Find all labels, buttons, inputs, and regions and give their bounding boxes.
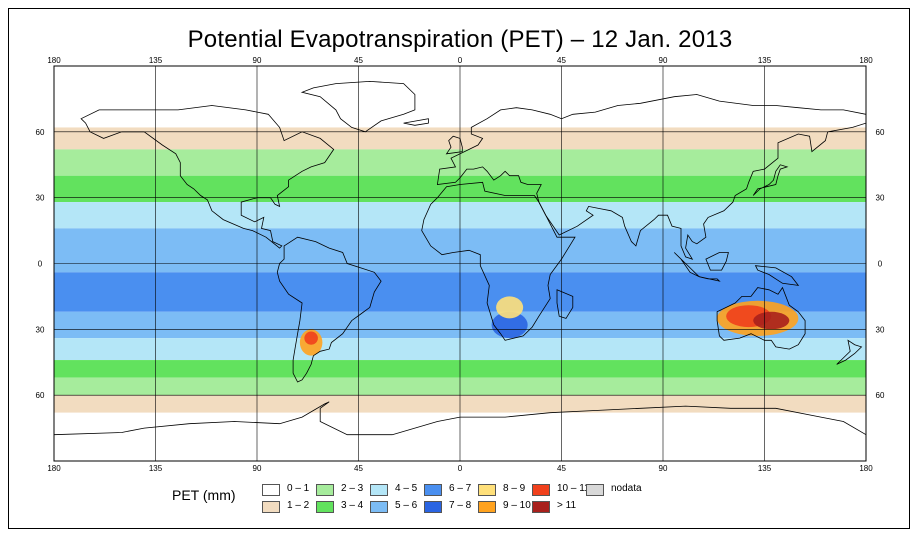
lat-tick-label: 30 [36, 325, 45, 334]
lon-ticks-top: 180 135 90 45 0 45 90 135 180 [47, 56, 873, 65]
coastline [752, 164, 789, 196]
legend-label: 10 – 11 [557, 483, 590, 494]
coastline [421, 181, 576, 341]
legend-swatch [478, 501, 496, 513]
legend-label: 6 – 7 [449, 483, 472, 494]
lat-tick-label: 30 [876, 325, 885, 334]
pet-hotspot [496, 296, 524, 319]
coastline [80, 105, 335, 249]
lon-tick-label: 90 [253, 464, 262, 473]
legend-swatch [370, 501, 388, 513]
lon-tick-label: 0 [458, 464, 463, 473]
legend-label: 4 – 5 [395, 483, 418, 494]
legend-swatch [316, 484, 334, 496]
legend-label: 9 – 10 [503, 500, 531, 511]
lon-tick-label: 135 [758, 56, 772, 65]
lat-tick-label: 30 [876, 194, 885, 203]
lat-tick-label: 60 [36, 391, 45, 400]
legend-label: 7 – 8 [449, 500, 472, 511]
legend-label: 2 – 3 [341, 483, 364, 494]
legend-label: > 11 [557, 500, 576, 511]
lon-tick-label: 45 [354, 56, 363, 65]
legend-label: 5 – 6 [395, 500, 418, 511]
lat-ticks-left: 60 30 0 30 60 [36, 128, 45, 400]
lon-tick-label: 45 [557, 56, 566, 65]
legend-label: 8 – 9 [503, 483, 526, 494]
legend-swatch [424, 484, 442, 496]
figure-frame [8, 8, 910, 529]
lon-tick-label: 180 [47, 464, 61, 473]
legend-swatch [586, 484, 604, 496]
legend-swatch [532, 501, 550, 513]
pet-hotspot [304, 331, 318, 345]
legend-label: 0 – 1 [287, 483, 310, 494]
lat-tick-label: 0 [38, 260, 43, 269]
map-title: Potential Evapotranspiration (PET) – 12 … [187, 26, 733, 53]
lat-tick-label: 60 [36, 128, 45, 137]
coastline [699, 276, 721, 282]
legend-swatch [532, 484, 550, 496]
lat-tick-label: 60 [876, 128, 885, 137]
lon-tick-label: 90 [253, 56, 262, 65]
coastline [436, 94, 866, 260]
graticule [54, 66, 866, 461]
coastline [556, 289, 574, 319]
lon-tick-label: 45 [557, 464, 566, 473]
coastline [445, 135, 463, 155]
coastline [716, 286, 806, 350]
lon-ticks-bottom: 180 135 90 45 0 45 90 135 180 [47, 464, 873, 473]
coastline [754, 265, 800, 286]
legend-label: 3 – 4 [341, 500, 364, 511]
lon-tick-label: 135 [758, 464, 772, 473]
coastline [276, 236, 382, 383]
lon-tick-label: 45 [354, 464, 363, 473]
legend-swatch [478, 484, 496, 496]
coastline [674, 252, 700, 278]
lon-tick-label: 90 [659, 464, 668, 473]
lon-tick-label: 135 [149, 464, 163, 473]
legend-swatch [424, 501, 442, 513]
lat-tick-label: 0 [878, 260, 883, 269]
pet-hotspot [753, 311, 790, 330]
coastline [836, 339, 863, 365]
lon-tick-label: 180 [859, 56, 873, 65]
lon-tick-label: 180 [47, 56, 61, 65]
lon-tick-label: 180 [859, 464, 873, 473]
hot-spots [299, 296, 799, 356]
lat-ticks-right: 60 30 0 30 60 [876, 128, 885, 400]
legend-title: PET (mm) [172, 487, 236, 503]
lon-tick-label: 0 [458, 56, 463, 65]
map-border [53, 65, 867, 462]
lat-tick-label: 30 [36, 194, 45, 203]
legend-swatch [262, 484, 280, 496]
legend-label: 1 – 2 [287, 500, 310, 511]
legend-swatch [370, 484, 388, 496]
legend-label: nodata [611, 483, 642, 494]
lat-tick-label: 60 [876, 391, 885, 400]
pet-hotspot [491, 311, 528, 339]
coastline [705, 252, 729, 271]
lon-tick-label: 135 [149, 56, 163, 65]
legend-swatch [316, 501, 334, 513]
coastline [403, 118, 429, 126]
lon-tick-label: 90 [659, 56, 668, 65]
legend-swatch [262, 501, 280, 513]
